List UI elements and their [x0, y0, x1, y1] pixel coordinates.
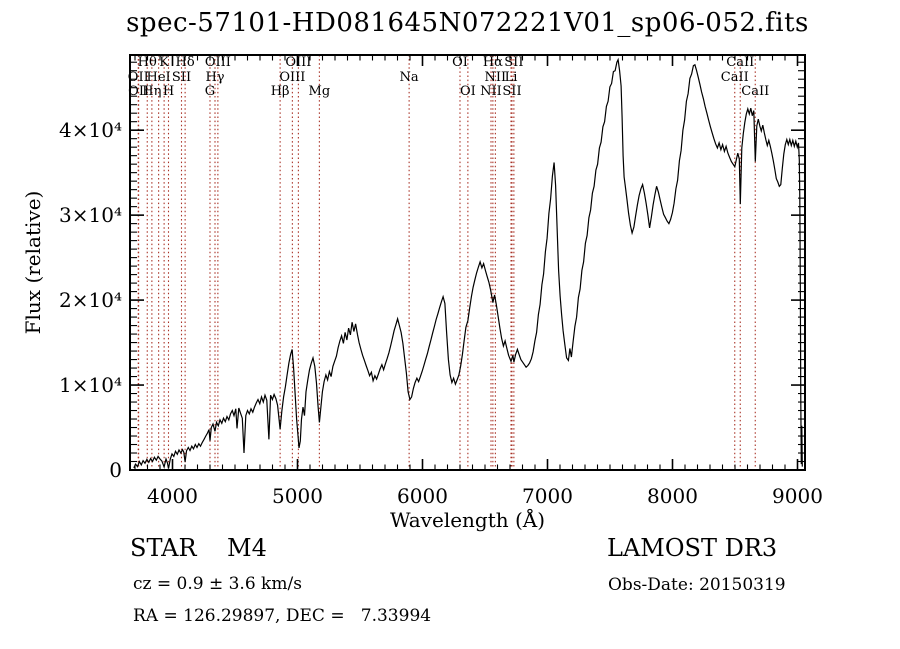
spectral-line-label: Hα: [483, 55, 503, 70]
spectral-line-label: SII: [504, 55, 523, 70]
spectral-line-label: OI: [460, 84, 476, 99]
spectral-line-label: HeI: [147, 70, 171, 85]
x-axis-label: Wavelength (Å): [390, 507, 545, 532]
spectral-line-label: CaII: [726, 55, 754, 70]
spectral-line-label: OIII: [285, 55, 311, 70]
spectral-line-label: Li: [505, 70, 518, 85]
spectral-line-label: OI: [452, 55, 468, 70]
spectral-line-label: Hη: [142, 84, 161, 99]
spectral-line-label: Mg: [309, 84, 331, 99]
spectral-line-label: Hδ: [176, 55, 195, 70]
spectral-line-label: NII: [485, 70, 507, 85]
spectral-line-label: OIII: [279, 70, 305, 85]
survey-text: LAMOST DR3: [607, 534, 778, 562]
plot-title: spec-57101-HD081645N072221V01_sp06-052.f…: [126, 8, 809, 38]
x-tick-label: 9000: [772, 484, 823, 508]
y-tick-label: 1×10⁴: [59, 373, 122, 397]
spectral-line-label: CaII: [721, 70, 749, 85]
y-tick-label: 3×10⁴: [59, 203, 122, 227]
spectral-line-label: Hθ: [138, 55, 157, 70]
y-axis-label: Flux (relative): [21, 191, 45, 335]
y-tick-label: 0: [109, 458, 122, 482]
y-tick-label: 4×10⁴: [59, 118, 122, 142]
x-tick-label: 4000: [147, 484, 198, 508]
spectral-line-label: K: [159, 55, 169, 70]
obs-date-text: Obs-Date: 20150319: [608, 575, 786, 595]
x-tick-label: 8000: [647, 484, 698, 508]
spectral-line-label: CaII: [741, 84, 769, 99]
plot-frame: [129, 54, 806, 471]
spectral-line-label: OII: [128, 70, 149, 85]
spectral-line-label: Hβ: [271, 84, 290, 99]
spectral-line-label: H: [163, 84, 174, 99]
x-tick-label: 5000: [272, 484, 323, 508]
spectral-line-label: OIII: [205, 55, 231, 70]
spectral-line-label: NII: [480, 84, 502, 99]
spectral-line-label: SII: [502, 84, 521, 99]
spectral-line-label: SII: [172, 70, 191, 85]
ra-dec-text: RA = 126.29897, DEC = 7.33994: [133, 606, 432, 626]
spectral-line-label: Hγ: [205, 70, 224, 85]
x-tick-label: 7000: [522, 484, 573, 508]
y-tick-label: 2×10⁴: [59, 288, 122, 312]
x-tick-label: 6000: [397, 484, 448, 508]
spectral-line-label: Na: [400, 70, 419, 85]
spectral-line-label: G: [205, 84, 215, 99]
spectrum-trace: [133, 57, 803, 470]
redshift-text: cz = 0.9 ± 3.6 km/s: [133, 574, 302, 594]
classification-text: STAR M4: [130, 534, 267, 562]
